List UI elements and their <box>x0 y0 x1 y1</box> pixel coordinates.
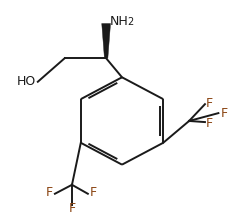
Text: F: F <box>206 117 213 130</box>
Text: F: F <box>220 107 227 120</box>
Text: F: F <box>46 186 53 199</box>
Text: F: F <box>206 97 213 110</box>
Text: NH: NH <box>110 15 129 28</box>
Text: F: F <box>68 202 76 215</box>
Text: F: F <box>90 186 97 199</box>
Text: HO: HO <box>17 75 36 88</box>
Polygon shape <box>102 24 111 58</box>
Text: 2: 2 <box>128 17 134 27</box>
